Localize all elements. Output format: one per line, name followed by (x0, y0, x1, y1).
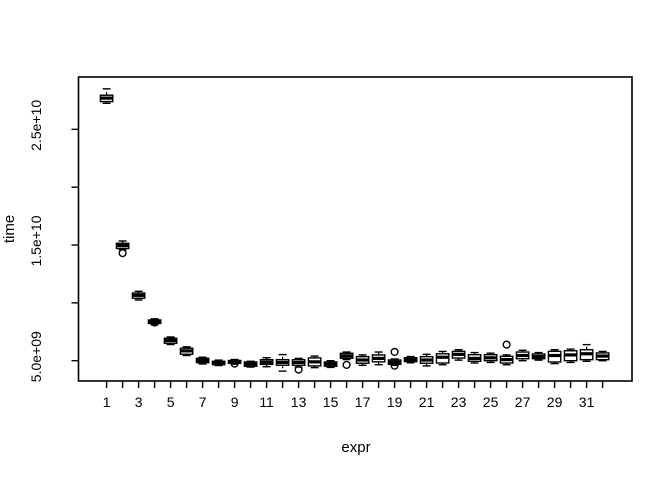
outlier-point (390, 361, 399, 370)
outlier-point (230, 359, 239, 368)
x-tick-label: 1 (103, 394, 111, 410)
outlier-point (390, 347, 399, 357)
x-tick-label: 21 (419, 394, 435, 410)
outlier-point (118, 249, 127, 258)
x-tick-label: 25 (483, 394, 499, 410)
x-tick-label: 23 (451, 394, 467, 410)
outlier-point (502, 340, 511, 349)
x-axis-title: expr (341, 439, 370, 456)
x-tick-label: 11 (259, 394, 274, 410)
y-tick-label: 2.5e+10 (28, 100, 44, 151)
y-tick-label: 1.5e+10 (28, 215, 44, 266)
x-tick-label: 17 (355, 394, 371, 410)
x-tick-label: 19 (387, 394, 403, 410)
outlier-point (294, 365, 303, 374)
x-tick-label: 29 (547, 394, 563, 410)
x-tick-label: 3 (135, 394, 143, 410)
outlier-point (342, 360, 351, 369)
outlier-point (150, 318, 159, 327)
x-tick-label: 5 (167, 394, 175, 410)
chart-content: 1 3 5 7 9 11 13 15 17 19 21 23 25 27 29 315.0e+091.5e+1… (28, 88, 610, 410)
y-tick-label: 5.0e+09 (28, 331, 44, 382)
x-tick-label: 31 (579, 394, 595, 410)
x-tick-label: 27 (515, 394, 531, 410)
x-tick-label: 13 (291, 394, 307, 410)
x-tick-label: 9 (231, 394, 239, 410)
x-tick-label: 7 (199, 394, 207, 410)
y-axis-title: time (1, 215, 18, 243)
plot-border (77, 76, 633, 382)
x-tick-label: 15 (323, 394, 339, 410)
